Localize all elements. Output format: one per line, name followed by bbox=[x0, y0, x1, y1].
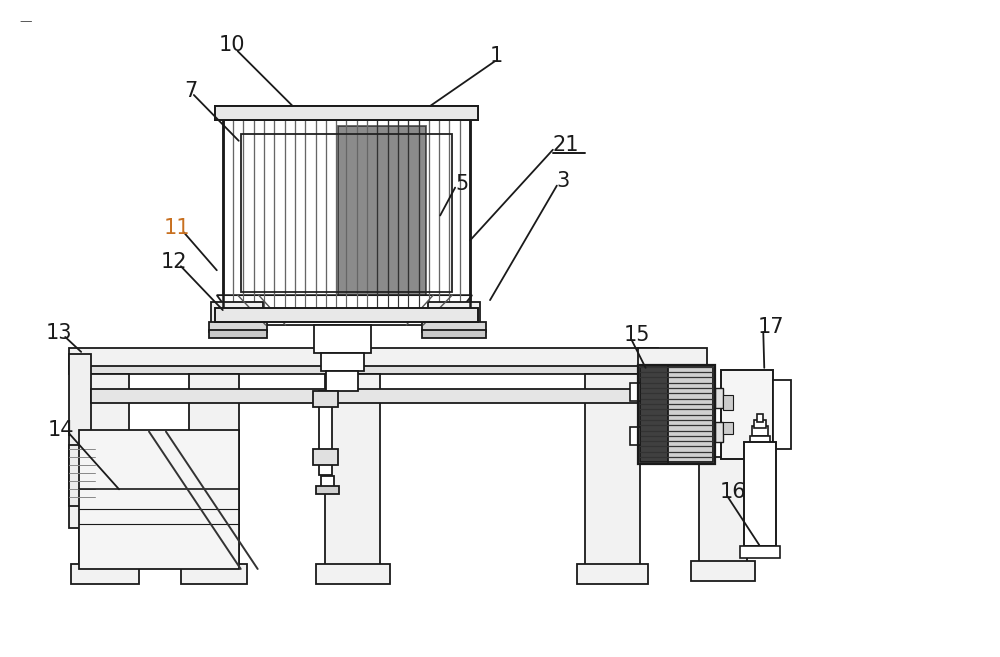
Bar bbox=[638, 365, 715, 464]
Bar bbox=[211, 302, 263, 324]
Text: 15: 15 bbox=[624, 325, 650, 345]
Bar bbox=[577, 564, 648, 584]
Bar bbox=[313, 391, 338, 407]
Bar bbox=[181, 564, 247, 584]
Bar bbox=[223, 116, 470, 310]
Bar bbox=[215, 106, 478, 120]
Bar bbox=[750, 436, 770, 445]
Bar bbox=[215, 308, 478, 322]
Bar bbox=[640, 367, 668, 463]
Bar bbox=[668, 367, 713, 463]
Bar bbox=[715, 388, 723, 407]
Bar bbox=[69, 348, 658, 368]
Text: 12: 12 bbox=[161, 252, 187, 272]
Polygon shape bbox=[217, 295, 472, 325]
Bar bbox=[422, 322, 486, 332]
Bar bbox=[721, 370, 773, 459]
Bar bbox=[630, 426, 640, 445]
Bar bbox=[189, 374, 239, 568]
Text: 17: 17 bbox=[757, 317, 784, 337]
Bar bbox=[316, 486, 339, 494]
Bar bbox=[79, 374, 129, 568]
Text: 10: 10 bbox=[219, 35, 245, 55]
Bar bbox=[209, 322, 267, 332]
Bar bbox=[638, 365, 715, 464]
Bar bbox=[209, 330, 267, 338]
Bar bbox=[69, 366, 658, 374]
Bar bbox=[338, 126, 426, 300]
Bar bbox=[314, 325, 371, 353]
Bar bbox=[757, 414, 763, 422]
Bar bbox=[313, 449, 338, 465]
Bar bbox=[215, 308, 478, 322]
Bar bbox=[715, 422, 723, 442]
Bar bbox=[740, 546, 780, 558]
Bar bbox=[585, 374, 640, 568]
Bar bbox=[223, 116, 470, 310]
Text: 16: 16 bbox=[719, 482, 746, 503]
Text: 14: 14 bbox=[47, 420, 74, 440]
Bar bbox=[241, 134, 452, 292]
Bar bbox=[744, 442, 776, 546]
Bar bbox=[754, 420, 766, 428]
Bar bbox=[752, 426, 768, 436]
Bar bbox=[638, 348, 707, 368]
Bar bbox=[69, 445, 95, 507]
Bar bbox=[773, 380, 791, 449]
Bar bbox=[316, 564, 390, 584]
Bar bbox=[79, 430, 239, 569]
Text: 3: 3 bbox=[557, 171, 570, 191]
Bar bbox=[69, 354, 91, 528]
Text: 5: 5 bbox=[455, 173, 468, 194]
Bar bbox=[91, 389, 638, 403]
Bar bbox=[71, 564, 139, 584]
Text: 13: 13 bbox=[45, 323, 72, 343]
Bar bbox=[723, 395, 733, 410]
Bar bbox=[422, 330, 486, 338]
Bar bbox=[630, 383, 640, 401]
Text: 7: 7 bbox=[184, 81, 197, 101]
Text: —: — bbox=[19, 15, 32, 28]
Bar bbox=[428, 302, 480, 324]
Text: 1: 1 bbox=[490, 46, 503, 66]
Bar bbox=[320, 353, 364, 371]
Bar bbox=[691, 561, 755, 581]
Bar bbox=[699, 457, 747, 564]
Bar bbox=[319, 391, 332, 476]
Bar bbox=[723, 422, 733, 434]
Bar bbox=[215, 106, 478, 120]
Bar bbox=[326, 371, 358, 391]
Text: 21: 21 bbox=[553, 135, 579, 155]
Bar bbox=[320, 476, 334, 488]
Bar bbox=[325, 374, 380, 568]
Text: 11: 11 bbox=[164, 218, 190, 238]
